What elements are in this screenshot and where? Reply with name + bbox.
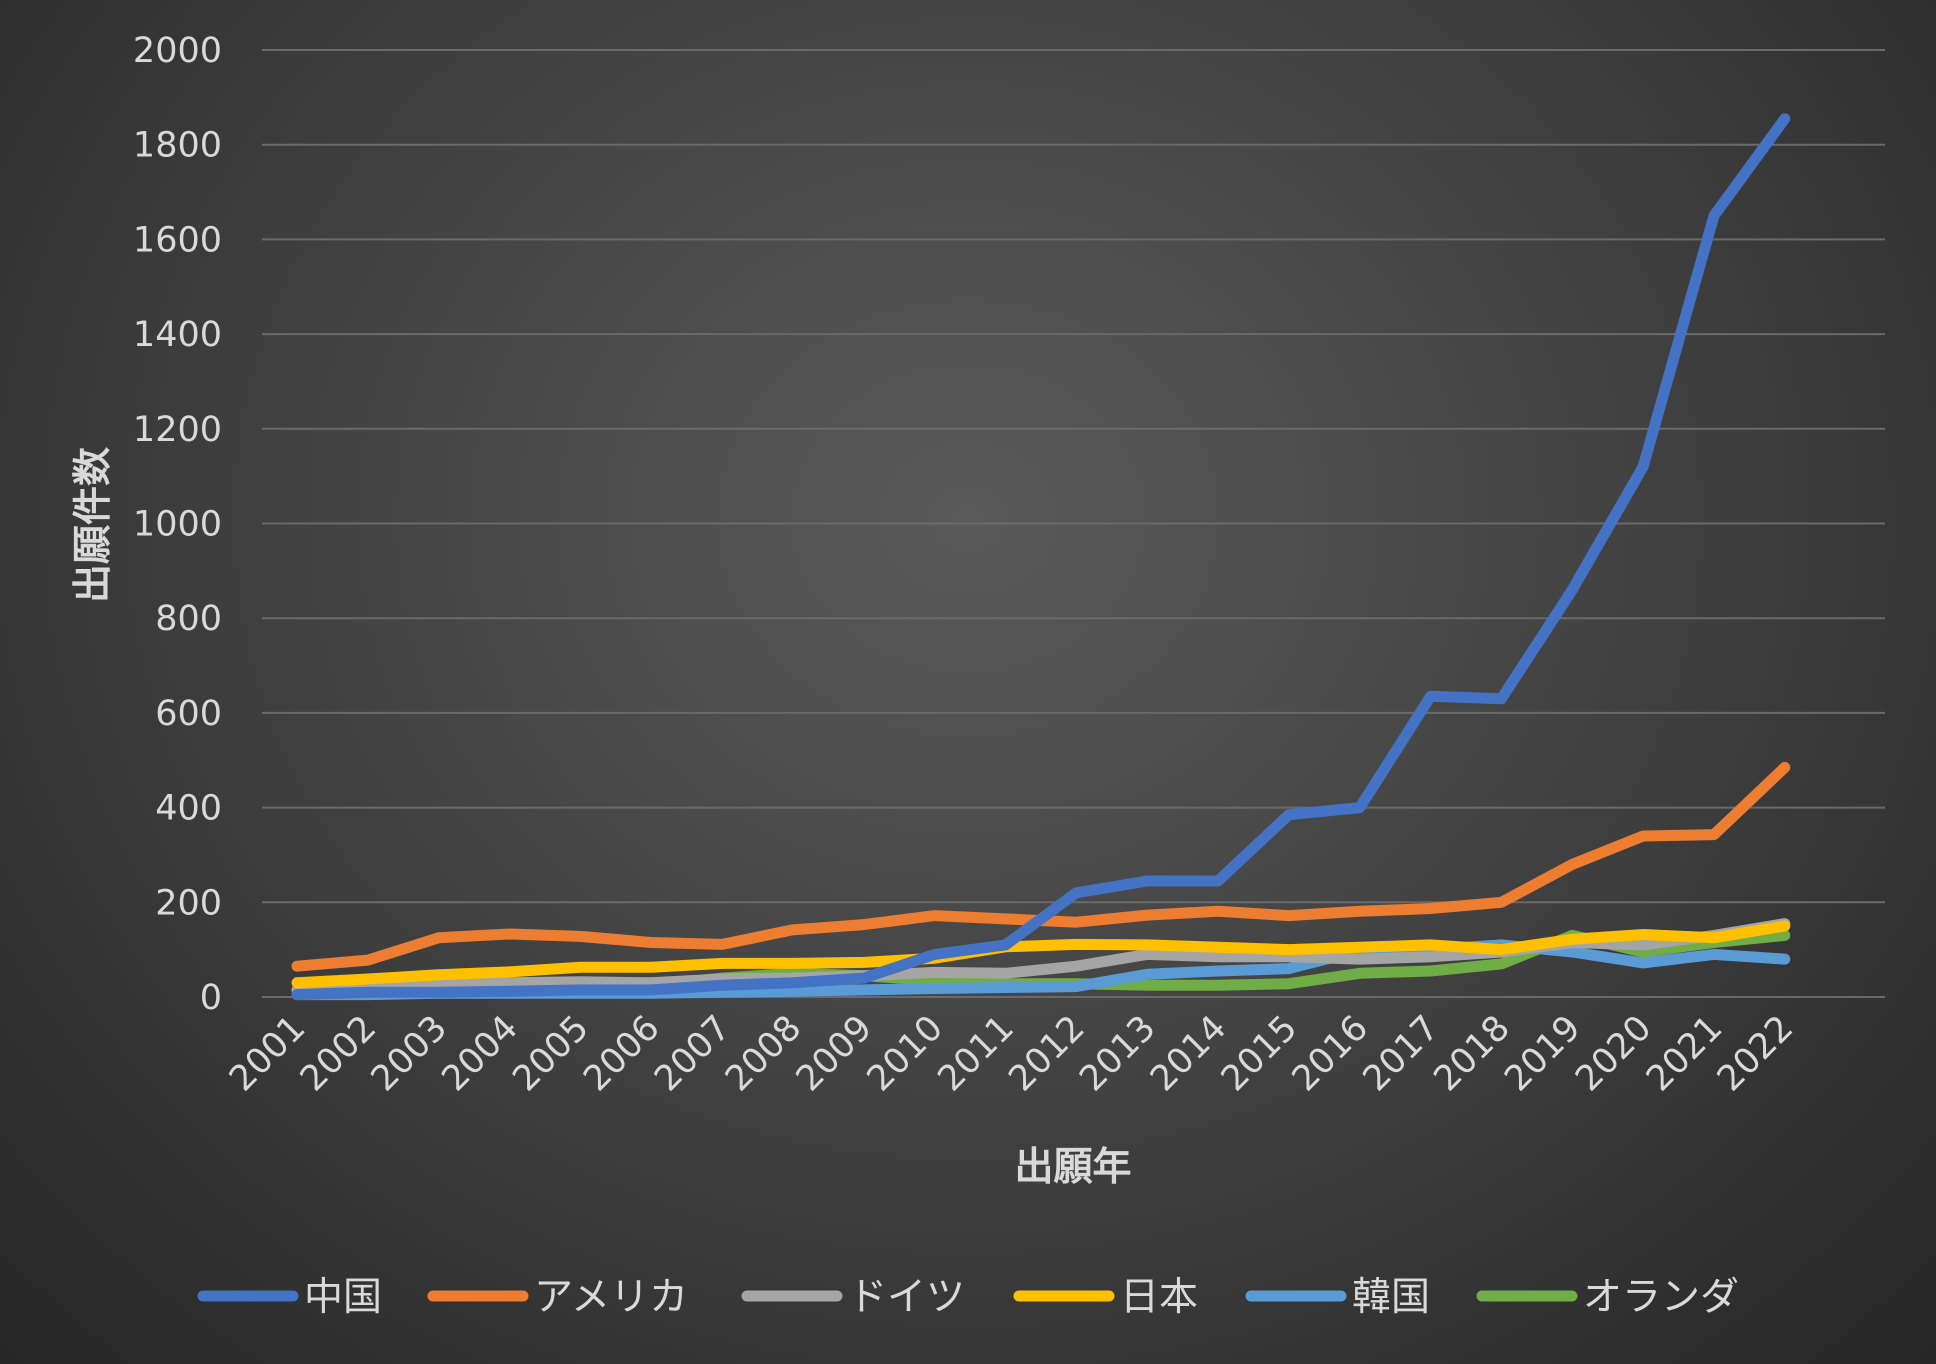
x-tick-label: 2013 (1072, 1008, 1163, 1099)
y-tick-label: 1200 (133, 410, 222, 450)
x-tick-label: 2011 (931, 1008, 1022, 1099)
x-tick-label: 2009 (789, 1008, 880, 1099)
legend-label: ドイツ (848, 1275, 965, 1320)
series-lines (291, 113, 1791, 1001)
y-axis-tick-labels: 0 200 400 600 800 1000 1200 1400 1600 1800 2000 (133, 31, 222, 1018)
series-line-0 (291, 113, 1791, 1001)
series-line-3 (291, 920, 1791, 989)
legend-label: 日本 (1120, 1275, 1198, 1320)
y-tick-label: 1600 (133, 220, 222, 260)
legend-label: 中国 (304, 1275, 382, 1320)
legend-label: オランダ (1583, 1275, 1739, 1320)
x-tick-label: 2017 (1356, 1008, 1447, 1099)
x-tick-label: 2010 (860, 1008, 951, 1099)
x-axis-title: 出願年 (1014, 1145, 1131, 1190)
x-tick-label: 2008 (718, 1008, 809, 1099)
x-tick-label: 2006 (576, 1008, 667, 1099)
x-tick-label: 2021 (1639, 1008, 1730, 1099)
x-tick-label: 2019 (1497, 1008, 1588, 1099)
x-axis-tick-labels: 2001200220032004200520062007200820092010… (222, 1008, 1801, 1099)
x-tick-label: 2015 (1214, 1008, 1305, 1099)
x-tick-label: 2003 (364, 1008, 455, 1099)
x-tick-label: 2001 (222, 1008, 313, 1099)
legend: 中国 アメリカ ドイツ 日本 韓国 オランダ (197, 1275, 1739, 1320)
y-tick-label: 800 (155, 599, 222, 639)
y-tick-label: 0 (200, 978, 222, 1018)
gridlines (262, 49, 1885, 998)
x-tick-label: 2020 (1568, 1008, 1659, 1099)
y-tick-label: 200 (155, 883, 222, 923)
x-tick-label: 2022 (1710, 1008, 1801, 1099)
x-tick-label: 2004 (435, 1008, 526, 1099)
y-tick-label: 600 (155, 694, 222, 734)
y-tick-label: 1400 (133, 315, 222, 355)
x-tick-label: 2005 (505, 1008, 596, 1099)
y-tick-label: 400 (155, 789, 222, 829)
legend-label: 韓国 (1352, 1275, 1430, 1320)
x-tick-label: 2002 (293, 1008, 384, 1099)
x-tick-label: 2016 (1285, 1008, 1376, 1099)
y-axis-title: 出願件数 (71, 447, 116, 603)
y-tick-label: 1000 (133, 505, 222, 545)
x-tick-label: 2007 (647, 1008, 738, 1099)
y-tick-label: 2000 (133, 31, 222, 71)
x-tick-label: 2012 (1001, 1008, 1092, 1099)
x-tick-label: 2018 (1427, 1008, 1518, 1099)
legend-label: アメリカ (534, 1275, 688, 1320)
y-tick-label: 1800 (133, 126, 222, 166)
x-tick-label: 2014 (1143, 1008, 1234, 1099)
